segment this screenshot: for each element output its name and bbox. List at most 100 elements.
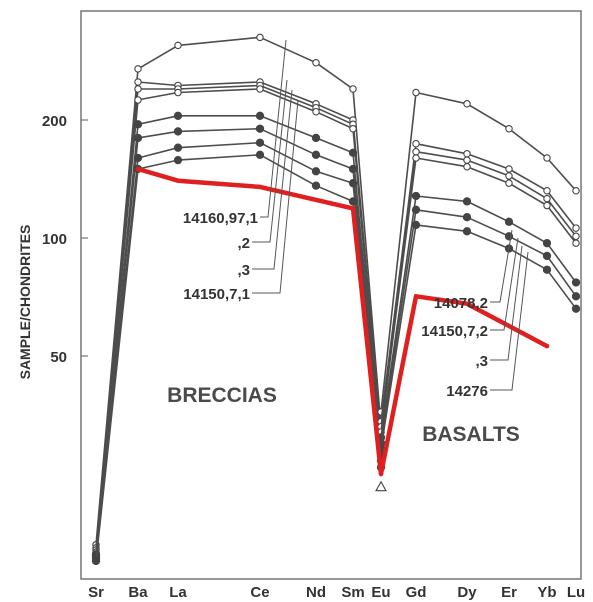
series-layer — [91, 33, 581, 566]
breccia-series-1-point-nd — [312, 58, 320, 67]
breccia-series-3-point-ba — [134, 85, 142, 93]
basalt-series-5-point-gd — [411, 191, 421, 201]
breccia-series-4-point-ba — [134, 96, 142, 104]
breccia-series-6-point-ce — [255, 124, 265, 133]
basalt-series-line-5 — [380, 195, 577, 438]
y-tick-label-100: 100 — [42, 231, 67, 248]
breccia-series-6-point-sm — [348, 164, 358, 174]
breccia-series-8-point-nd — [311, 181, 321, 190]
breccia-series-7-point-nd — [311, 167, 321, 176]
highlight-point-ba — [135, 166, 141, 172]
breccia-series-4-point-nd — [312, 107, 320, 116]
basalt-series-2-point-er — [505, 165, 513, 173]
basalt-leader-lines — [490, 229, 529, 391]
basalt-series-1 — [377, 88, 580, 416]
basalt-sample-labels: 14078,2 14150,7,2 ,3 14276 — [421, 295, 488, 400]
breccia-series-1-point-sm — [349, 85, 357, 93]
basalt-series-3-point-yb — [543, 194, 551, 203]
basalt-series-4-point-yb — [543, 201, 551, 210]
basalt-series-line-4 — [380, 157, 577, 433]
leader-line-14276 — [490, 251, 529, 391]
x-tick-label-eu: Eu — [371, 584, 390, 601]
y-tick-label-50: 50 — [50, 349, 67, 366]
breccia-series-5-point-ce — [255, 111, 265, 120]
basalt-series-7 — [376, 220, 581, 453]
breccia-series-line-2 — [95, 81, 382, 548]
breccia-series-7 — [91, 138, 386, 563]
breccia-series-line-6 — [95, 127, 382, 557]
basalt-series-2 — [377, 139, 580, 426]
basalt-series-5-point-yb — [542, 239, 552, 248]
leader-line-14150-7-2 — [490, 237, 519, 331]
breccia-series-1-point-ba — [134, 65, 142, 73]
y-axis-label: SAMPLE/CHONDRITES — [17, 225, 33, 380]
basalt-series-6-point-dy — [462, 213, 472, 222]
basalt-series-6-point-yb — [542, 251, 552, 261]
highlight-series-line — [135, 166, 550, 477]
basalt-series-1-point-yb — [543, 154, 551, 162]
basalt-series-1-point-gd — [412, 88, 420, 97]
basalt-series-1-point-er — [505, 124, 513, 133]
x-tick-label-er: Er — [501, 584, 517, 601]
breccia-series-5-point-la — [173, 111, 183, 120]
x-tick-label-yb: Yb — [537, 584, 556, 601]
sample-label-14150-7-1: 14150,7,1 — [183, 286, 250, 303]
basalt-series-2-point-lu — [572, 224, 580, 232]
basalt-series-2-point-gd — [412, 139, 420, 148]
x-tick-label-la: La — [169, 584, 187, 601]
basalt-series-5-point-dy — [462, 197, 472, 206]
basalt-series-1-point-dy — [463, 100, 471, 108]
basalts-group-label: BASALTS — [422, 423, 520, 446]
basalt-series-3-point-dy — [463, 156, 471, 164]
breccia-series-line-5 — [95, 115, 382, 555]
sample-label-breccia-3: ,3 — [237, 262, 250, 279]
basalt-series-7-point-gd — [411, 220, 421, 230]
basalt-series-1-point-lu — [572, 186, 580, 195]
leader-line-14078-2 — [490, 229, 513, 303]
x-tick-label-dy: Dy — [457, 584, 477, 601]
basalt-series-5 — [376, 191, 581, 442]
x-tick-label-ce: Ce — [250, 584, 269, 601]
basalt-series-5-point-er — [504, 217, 514, 226]
breccia-series-7-point-ce — [255, 138, 265, 147]
basalt-series-line-2 — [380, 142, 577, 422]
x-tick-label-ba: Ba — [128, 584, 148, 601]
highlight-point-ce — [257, 184, 263, 190]
breccia-series-1-point-ce — [256, 33, 264, 42]
basalt-series-4-point-er — [505, 179, 513, 187]
x-tick-label-sr: Sr — [88, 584, 104, 601]
y-axis-ticks: 50 100 200 — [42, 113, 88, 366]
breccia-series-8-point-sm — [348, 197, 358, 206]
breccia-series-6-point-nd — [311, 150, 321, 159]
highlight-point-dy — [464, 301, 470, 306]
breccia-series-7-point-ba — [133, 153, 143, 163]
basalt-series-4-point-dy — [463, 162, 471, 171]
sample-label-breccia-2: ,2 — [237, 235, 250, 252]
highlight-point-eu — [378, 471, 384, 477]
breccia-series-6-point-la — [173, 127, 183, 136]
leader-line-breccia-2 — [252, 79, 288, 243]
breccia-series-5-point-sm — [348, 148, 358, 157]
breccia-series-4-point-ce — [256, 85, 264, 93]
breccia-series-7-point-la — [173, 143, 183, 152]
basalt-series-3-point-er — [505, 172, 513, 180]
basalt-series-7-point-yb — [542, 265, 552, 274]
basalt-series-2-point-dy — [463, 150, 471, 158]
sample-label-14276: 14276 — [446, 383, 488, 400]
sample-label-14150-7-2: 14150,7,2 — [421, 323, 488, 340]
breccia-series-6-point-ba — [133, 133, 143, 143]
breccia-leader-lines — [252, 39, 299, 294]
x-tick-label-gd: Gd — [406, 584, 427, 601]
breccia-series-8-point-ce — [255, 150, 265, 159]
leader-line-breccia-3 — [252, 89, 293, 270]
breccia-sample-labels: 14160,97,1 ,2 ,3 14150,7,1 — [183, 210, 258, 303]
basalt-series-4-point-lu — [572, 239, 580, 247]
breccia-series-4-point-sm — [349, 124, 357, 133]
breccia-series-8-point-sr — [91, 556, 101, 566]
breccia-series-2-point-ba — [134, 78, 142, 86]
highlight-point-yb — [544, 343, 550, 349]
leader-line-basalt-3 — [490, 245, 523, 361]
breccia-series-7-point-sm — [348, 179, 358, 188]
leader-line-14150-7-1 — [252, 99, 299, 294]
